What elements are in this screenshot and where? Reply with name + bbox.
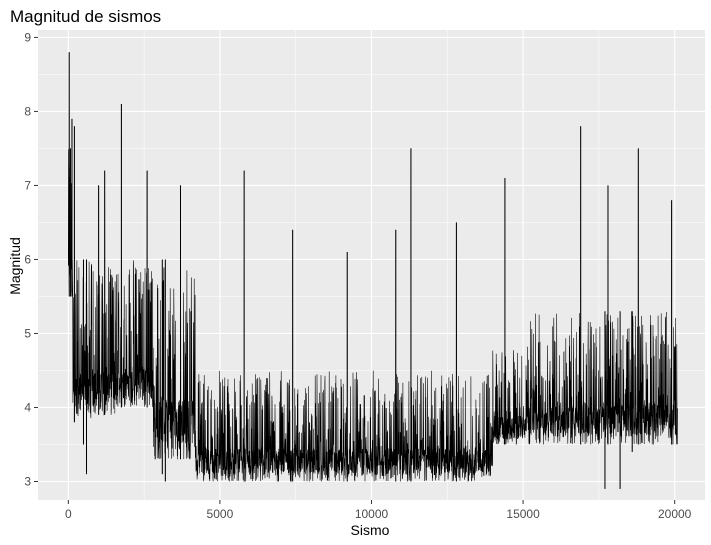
y-tick-label: 9 xyxy=(24,30,31,44)
y-axis: 3 4 5 6 7 8 9 xyxy=(24,30,38,488)
x-axis: 0 5000 10000 15000 20000 xyxy=(65,500,692,521)
x-tick-label: 10000 xyxy=(355,507,389,521)
y-tick-label: 8 xyxy=(24,104,31,118)
y-tick-label: 3 xyxy=(24,474,31,488)
x-tick-label: 15000 xyxy=(506,507,540,521)
series-line xyxy=(68,52,678,489)
y-tick-label: 6 xyxy=(24,252,31,266)
y-tick-label: 7 xyxy=(24,178,31,192)
x-tick-label: 0 xyxy=(65,507,72,521)
y-axis-title: Magnitud xyxy=(7,237,23,295)
y-tick-label: 5 xyxy=(24,326,31,340)
series-magnitud xyxy=(68,52,678,489)
x-axis-title: Sismo xyxy=(351,522,390,538)
x-tick-label: 5000 xyxy=(207,507,234,521)
chart-title: Magnitud de sismos xyxy=(10,7,161,26)
x-tick-label: 20000 xyxy=(658,507,692,521)
y-tick-label: 4 xyxy=(24,400,31,414)
